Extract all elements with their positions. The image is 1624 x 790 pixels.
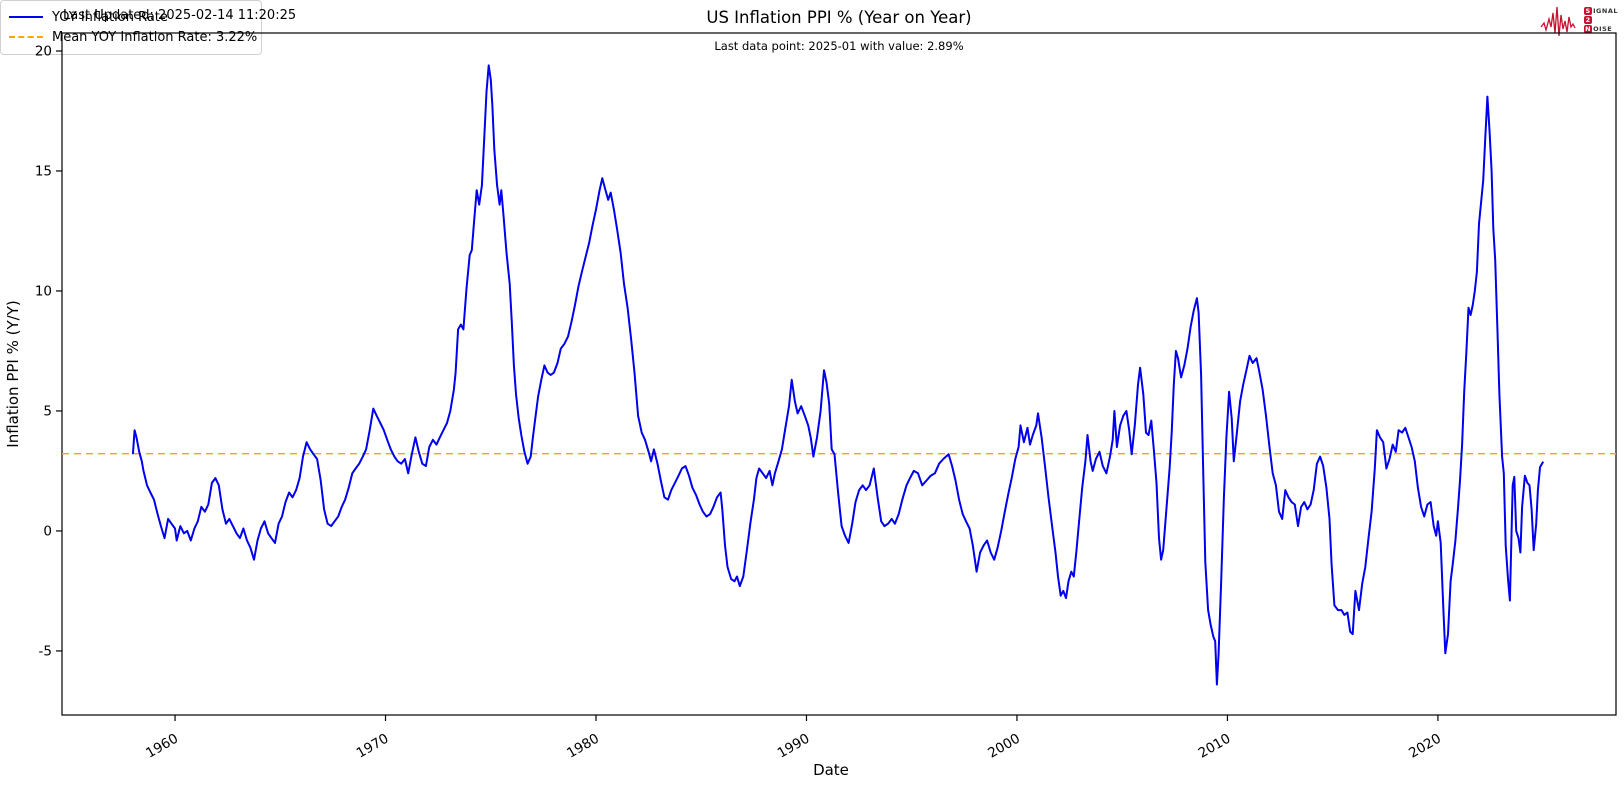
logo-badge-2: 2 xyxy=(1584,16,1593,24)
x-axis-label: Date xyxy=(813,761,849,779)
y-tick-label: 10 xyxy=(35,283,52,299)
logo-text: S IGNAL 2 N OISE xyxy=(1584,7,1618,33)
legend-line-sample-dashed xyxy=(9,36,43,38)
x-tick-label: 1980 xyxy=(564,731,602,762)
x-tick-label: 2020 xyxy=(1406,731,1444,762)
x-tick-label: 1970 xyxy=(354,731,392,762)
signal2noise-logo: S IGNAL 2 N OISE xyxy=(1540,3,1618,37)
page-title: US Inflation PPI % (Year on Year) xyxy=(706,8,972,27)
y-axis-label: Inflation PPI % (Y/Y) xyxy=(4,300,22,447)
y-tick-label: -5 xyxy=(39,643,52,659)
logo-badge-n: N xyxy=(1584,25,1593,33)
yoy-inflation-line xyxy=(131,64,1545,686)
waveform-icon xyxy=(1540,6,1576,37)
x-tick-label: 2010 xyxy=(1196,731,1234,762)
y-tick-label: 15 xyxy=(35,163,52,179)
y-tick-label: 20 xyxy=(35,43,52,59)
logo-badge-s: S xyxy=(1584,7,1593,15)
legend-label-yoy: YOY Inflation Rate xyxy=(52,9,168,25)
x-tick-label: 1990 xyxy=(775,731,813,762)
legend-line-sample-solid xyxy=(9,16,43,18)
x-tick-label: 2000 xyxy=(985,731,1023,762)
legend-item-yoy: YOY Inflation Rate xyxy=(9,7,251,27)
chart-subtitle: Last data point: 2025-01 with value: 2.8… xyxy=(714,39,964,53)
y-tick-label: 5 xyxy=(43,403,52,419)
x-tick-label: 1960 xyxy=(143,731,181,762)
axes-frame xyxy=(61,32,1617,716)
last-updated-text: Last Updated: 2025-02-14 11:20:25 xyxy=(63,8,297,23)
y-tick-label: 0 xyxy=(43,523,52,539)
